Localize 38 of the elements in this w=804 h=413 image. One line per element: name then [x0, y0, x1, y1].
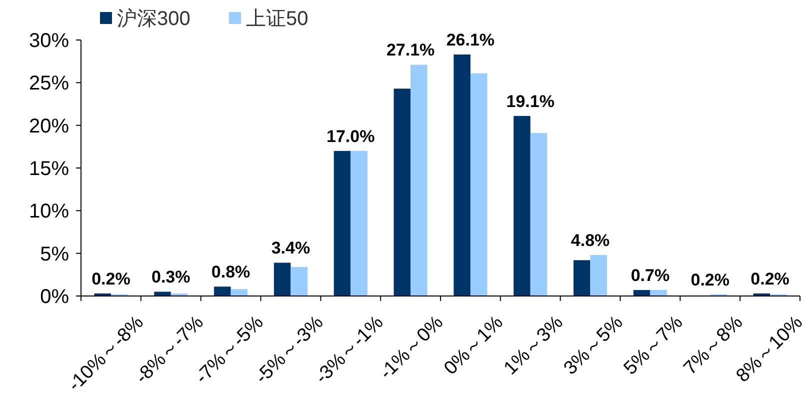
data-label: 19.1% — [506, 92, 554, 111]
data-label: 3.4% — [271, 238, 310, 258]
data-label: 4.8% — [570, 231, 610, 250]
bar — [514, 116, 530, 296]
data-label: 0.3% — [152, 268, 190, 287]
y-tick-label: 0% — [40, 286, 70, 308]
data-label: 17.0% — [326, 126, 375, 146]
bar — [230, 289, 248, 296]
data-label: 26.1% — [446, 30, 495, 50]
bar — [334, 150, 351, 296]
legend-label: 上证50 — [246, 8, 308, 30]
y-tick-label: 5% — [40, 243, 70, 266]
bar — [650, 290, 667, 296]
bar — [214, 286, 231, 296]
data-label: 0.2% — [690, 270, 730, 290]
data-label: 0.2% — [750, 269, 790, 288]
bar — [350, 150, 368, 296]
bar — [410, 64, 428, 296]
bar — [454, 54, 470, 296]
y-tick-label: 20% — [28, 115, 70, 138]
y-tick-label: 30% — [28, 30, 70, 52]
bar — [574, 260, 590, 296]
y-tick-label: 15% — [28, 158, 70, 180]
bar — [590, 255, 608, 296]
bar — [633, 290, 650, 296]
y-tick-label: 10% — [28, 200, 70, 223]
bar — [290, 266, 308, 296]
bar — [530, 133, 548, 296]
data-label: 0.2% — [92, 269, 130, 288]
data-label: 0.7% — [630, 266, 670, 286]
legend-label: 沪深300 — [117, 7, 190, 30]
bar — [470, 73, 488, 296]
bar — [274, 262, 291, 296]
y-tick-label: 25% — [28, 72, 70, 95]
data-label: 27.1% — [386, 40, 435, 60]
bar — [394, 88, 411, 296]
bar — [154, 292, 171, 296]
data-label: 0.8% — [211, 262, 250, 282]
